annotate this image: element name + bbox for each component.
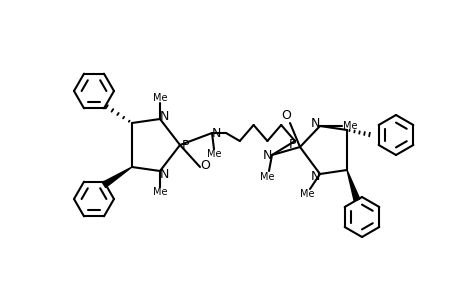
Text: N: N xyxy=(159,110,168,122)
Text: N: N xyxy=(159,167,168,181)
Polygon shape xyxy=(102,167,132,188)
Text: Me: Me xyxy=(152,187,167,197)
Text: N: N xyxy=(310,170,319,184)
Text: N: N xyxy=(310,116,319,130)
Text: Me: Me xyxy=(152,93,167,103)
Text: P: P xyxy=(289,137,296,151)
Text: Me: Me xyxy=(299,189,313,199)
Text: O: O xyxy=(200,158,209,172)
Text: Me: Me xyxy=(342,121,357,131)
Text: Me: Me xyxy=(259,172,274,182)
Text: N: N xyxy=(262,148,271,161)
Text: P: P xyxy=(182,139,190,152)
Text: N: N xyxy=(211,127,220,140)
Text: O: O xyxy=(280,109,290,122)
Polygon shape xyxy=(346,170,359,201)
Text: Me: Me xyxy=(206,149,221,159)
